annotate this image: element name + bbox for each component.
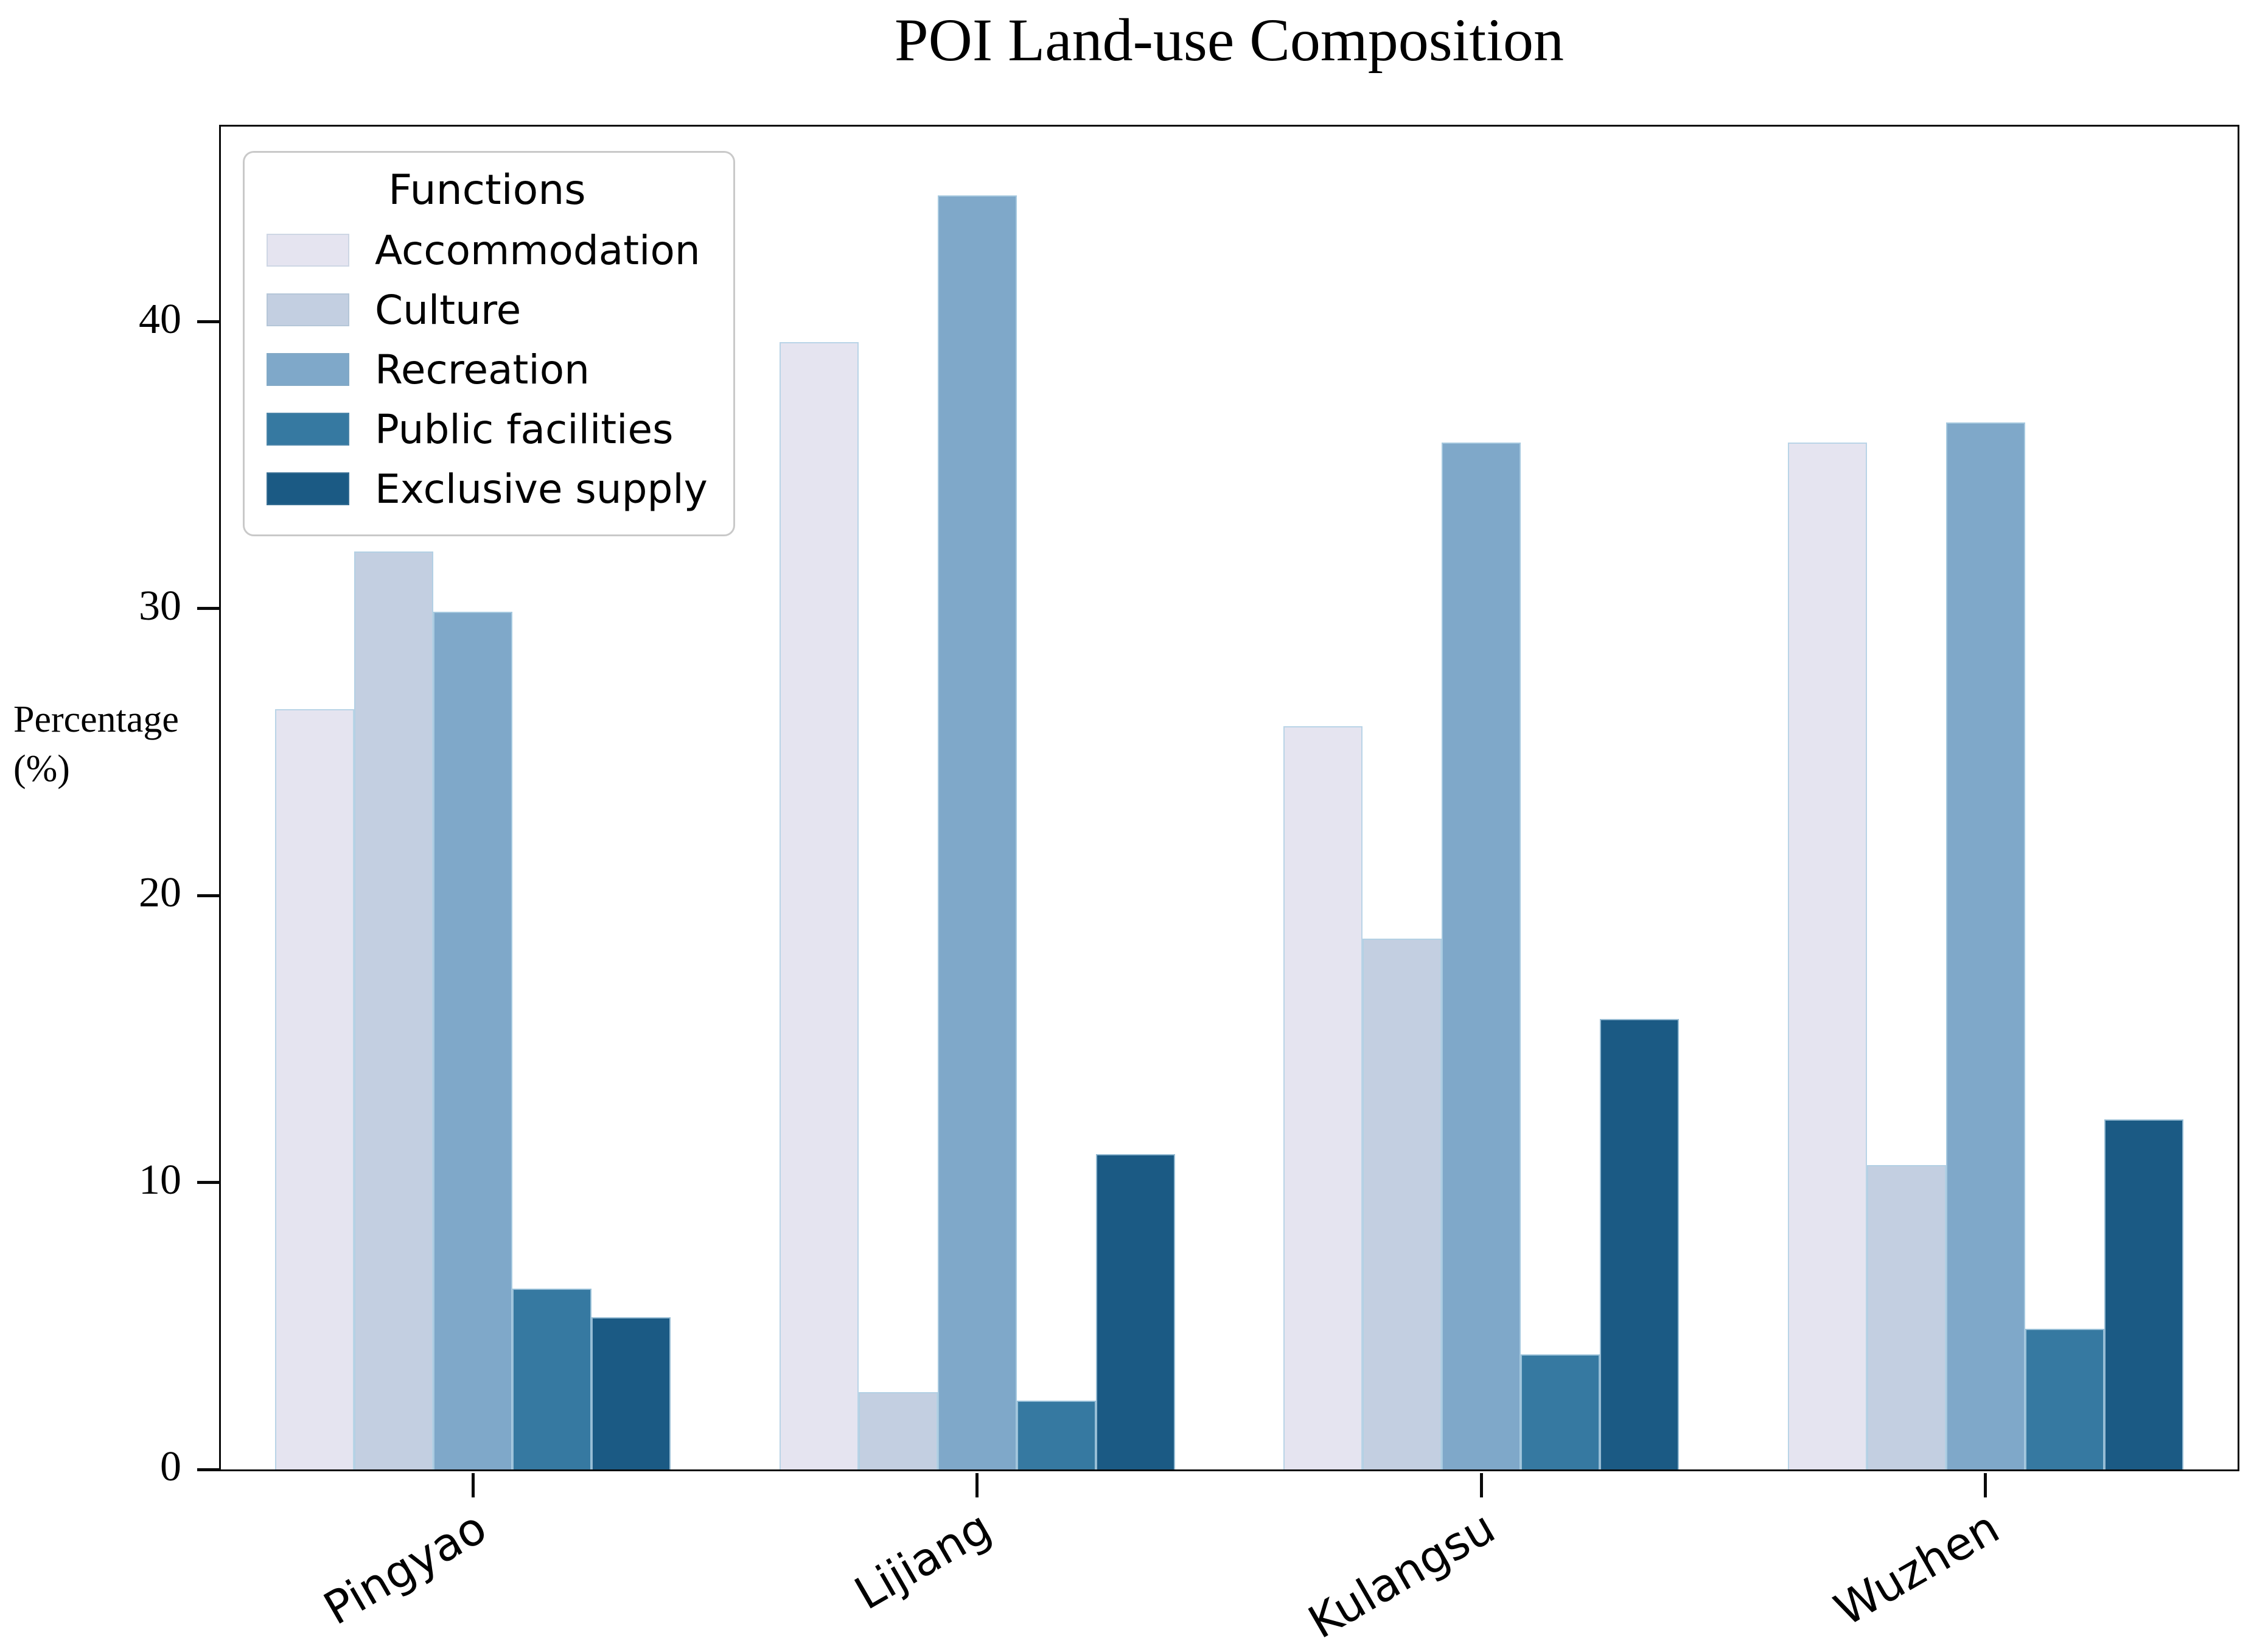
x-tick-mark — [975, 1473, 979, 1497]
legend-label: Culture — [375, 286, 522, 334]
bar-public-facilities — [2025, 1329, 2104, 1469]
y-axis-label-line2: (%) — [13, 747, 70, 789]
bar-culture — [1866, 1165, 1946, 1469]
legend-swatch — [267, 293, 349, 326]
y-tick-label: 0 — [160, 1443, 181, 1490]
y-tick-mark — [197, 1468, 219, 1471]
y-tick-label: 30 — [139, 582, 181, 629]
legend-row: Public facilities — [267, 399, 708, 459]
bar-exclusive-supply — [591, 1317, 671, 1469]
y-tick-mark — [197, 894, 219, 897]
legend-entries: Accommodation Culture Recreation Public fac… — [267, 220, 708, 519]
legend-label: Accommodation — [375, 226, 700, 274]
legend-row: Culture — [267, 280, 708, 340]
bar-accommodation — [1787, 442, 1867, 1469]
y-tick-mark — [197, 607, 219, 611]
legend-swatch — [267, 353, 349, 386]
legend-swatch — [267, 413, 349, 446]
legend-label: Exclusive supply — [375, 465, 708, 513]
bar-culture — [354, 551, 434, 1469]
chart-title: POI Land-use Composition — [895, 6, 1564, 74]
bar-public-facilities — [1016, 1400, 1096, 1469]
x-tick-label: Wuzhen — [1826, 1501, 2008, 1637]
bar-culture — [1363, 938, 1442, 1469]
y-tick-label: 20 — [139, 869, 181, 917]
bar-recreation — [937, 195, 1017, 1469]
y-axis-label-line1: Percentage — [13, 699, 179, 740]
legend: Functions Accommodation Culture Recreation… — [243, 151, 735, 536]
y-tick-label: 10 — [139, 1156, 181, 1203]
x-tick-mark — [1479, 1473, 1483, 1497]
plot-area: Functions Accommodation Culture Recreation… — [139, 125, 2239, 1649]
bar-recreation — [433, 611, 513, 1469]
bar-exclusive-supply — [1095, 1154, 1175, 1469]
y-tick-mark — [197, 320, 219, 324]
bar-accommodation — [275, 709, 355, 1469]
x-tick-label: Pingyao — [315, 1501, 496, 1636]
legend-title: Functions — [388, 166, 586, 214]
bar-culture — [858, 1392, 938, 1469]
legend-row: Accommodation — [267, 220, 708, 280]
bar-exclusive-supply — [2104, 1119, 2183, 1469]
y-tick-label: 40 — [139, 295, 181, 343]
y-tick-mark — [197, 1181, 219, 1185]
legend-label: Public facilities — [375, 405, 674, 453]
legend-row: Recreation — [267, 340, 708, 399]
y-axis-label: Percentage (%) — [13, 695, 179, 793]
x-tick-label: Kulangsu — [1300, 1501, 1504, 1649]
x-tick-mark — [1984, 1473, 1987, 1497]
legend-swatch — [267, 472, 349, 505]
x-tick-mark — [471, 1473, 475, 1497]
bar-exclusive-supply — [1600, 1018, 1680, 1469]
legend-row: Exclusive supply — [267, 459, 708, 519]
bar-recreation — [1442, 442, 1521, 1469]
bar-accommodation — [779, 341, 859, 1469]
x-tick-label: Lijiang — [846, 1501, 1000, 1620]
bar-public-facilities — [1521, 1354, 1600, 1469]
legend-label: Recreation — [375, 346, 590, 393]
bar-recreation — [1945, 422, 2025, 1469]
bar-public-facilities — [512, 1289, 592, 1469]
bar-accommodation — [1283, 726, 1363, 1469]
legend-swatch — [267, 234, 349, 267]
